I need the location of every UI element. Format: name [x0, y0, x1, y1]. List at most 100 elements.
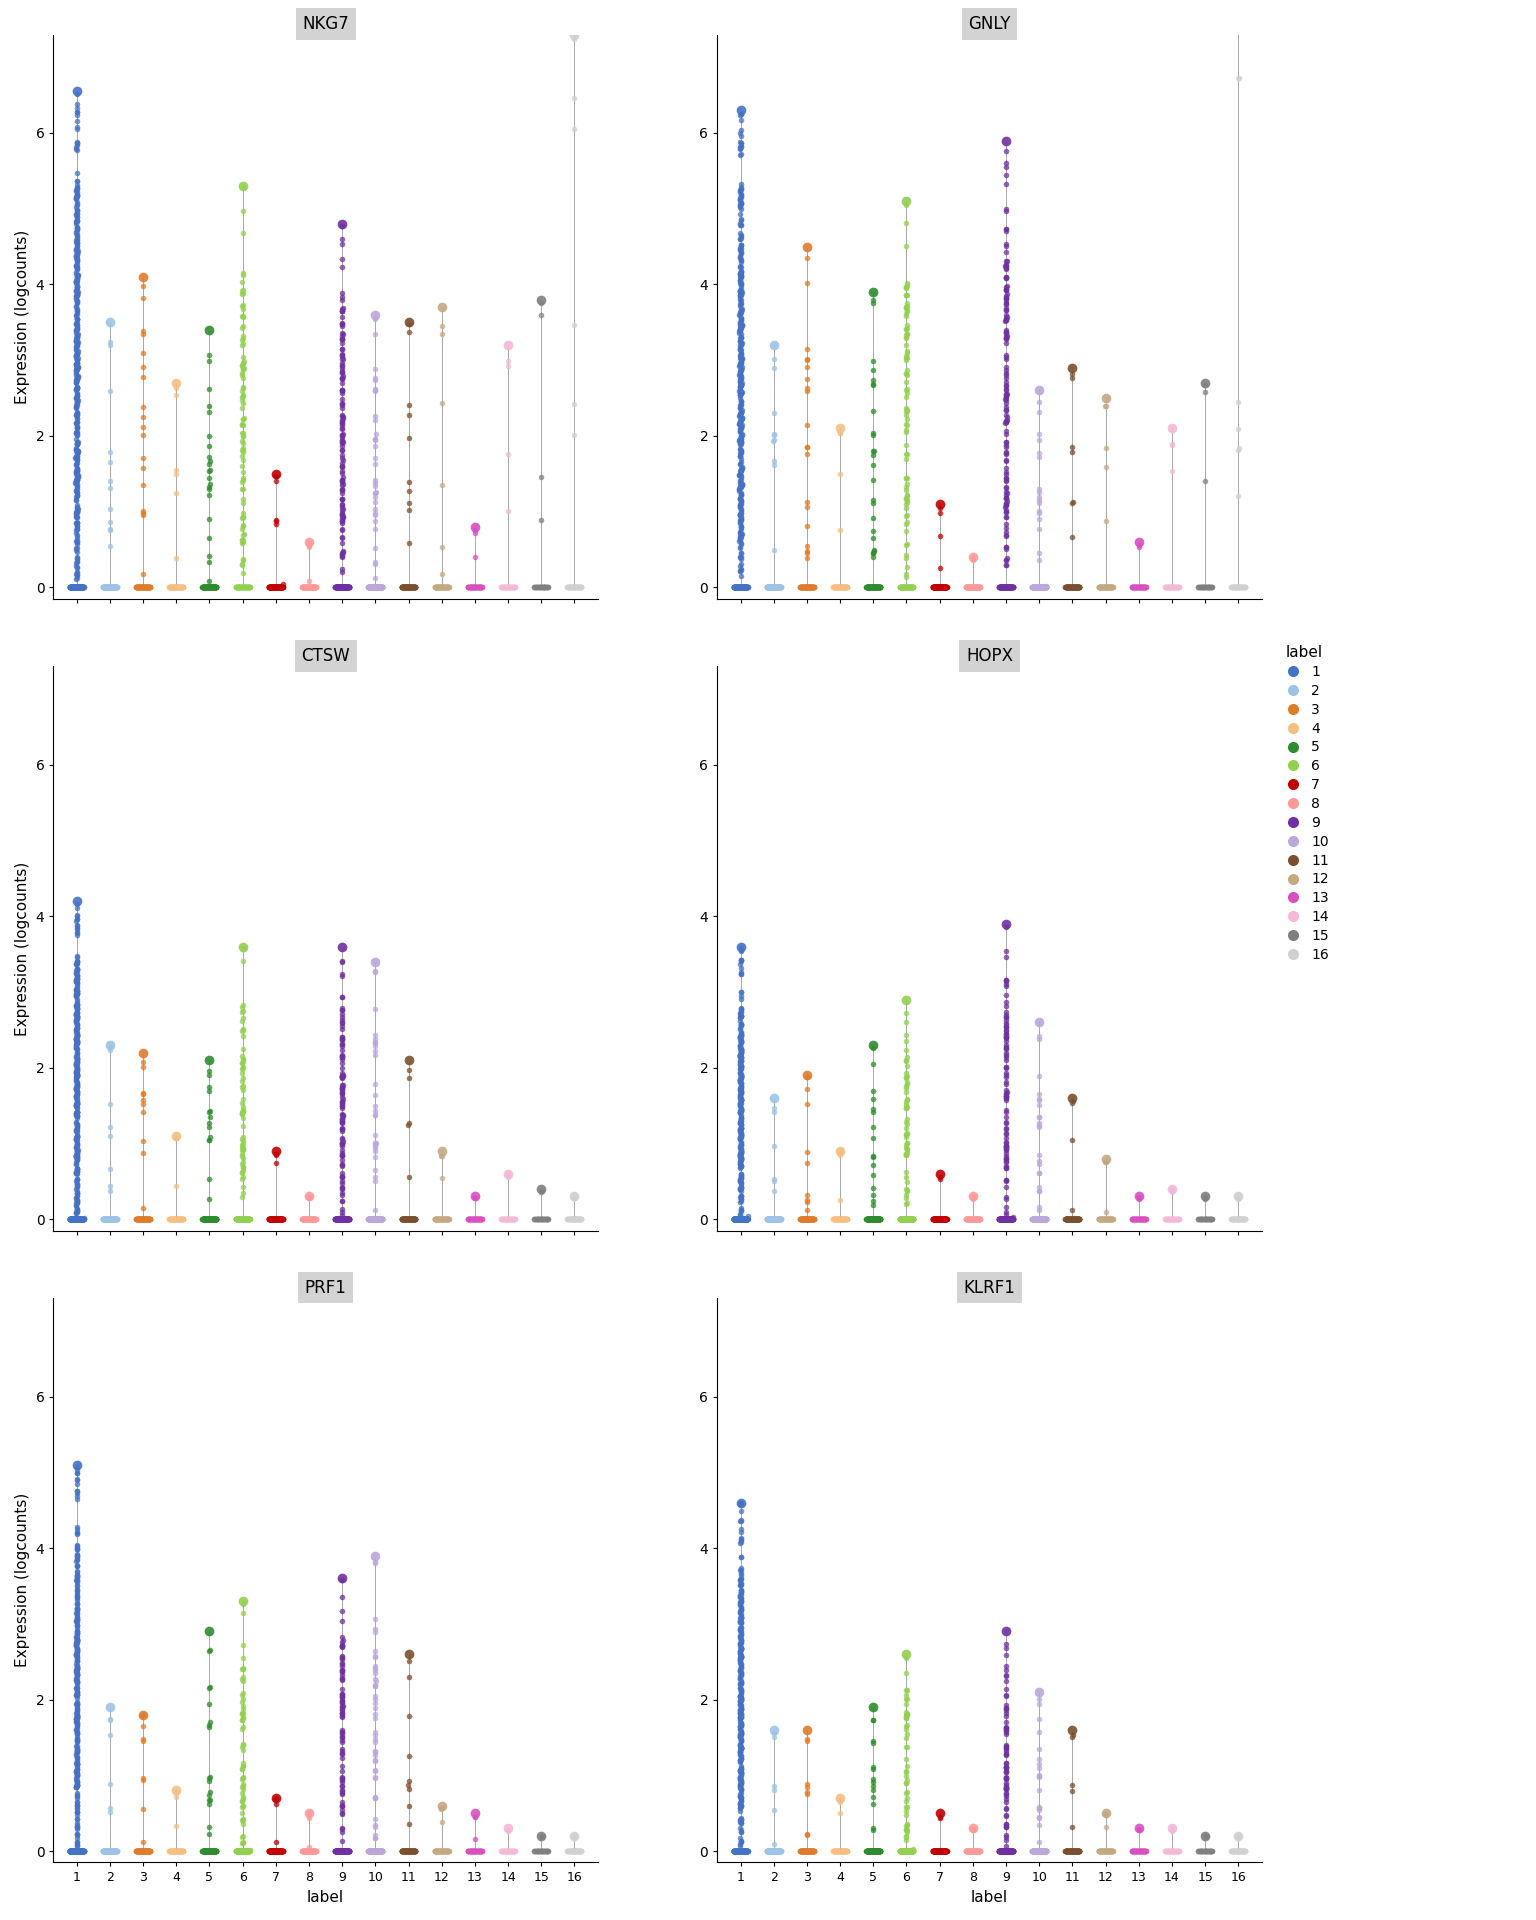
Point — [790, 1836, 814, 1866]
Point — [994, 509, 1018, 540]
Point — [923, 1204, 948, 1235]
Point — [734, 1204, 759, 1235]
Point — [230, 1653, 255, 1684]
Point — [1057, 1204, 1081, 1235]
Point — [496, 346, 521, 376]
Point — [994, 480, 1018, 511]
Point — [393, 572, 418, 603]
Point — [198, 1204, 223, 1235]
Point — [856, 1204, 880, 1235]
Point — [335, 572, 359, 603]
Point — [464, 1204, 488, 1235]
Point — [399, 572, 424, 603]
Point — [358, 572, 382, 603]
Point — [63, 572, 88, 603]
Point — [756, 1836, 780, 1866]
Point — [1094, 572, 1118, 603]
Point — [1089, 1836, 1114, 1866]
Point — [797, 572, 822, 603]
Point — [1064, 1204, 1089, 1235]
Point — [957, 1204, 982, 1235]
Point — [201, 1204, 226, 1235]
Point — [1031, 572, 1055, 603]
Point — [866, 572, 891, 603]
Point — [733, 1836, 757, 1866]
Point — [69, 1836, 94, 1866]
Point — [1190, 572, 1215, 603]
Point — [1034, 1836, 1058, 1866]
Point — [868, 1204, 892, 1235]
Point — [1094, 1204, 1118, 1235]
Point — [722, 1204, 746, 1235]
Point — [263, 1204, 287, 1235]
Point — [1058, 572, 1083, 603]
Point — [994, 323, 1018, 353]
Point — [66, 1836, 91, 1866]
Point — [330, 1204, 355, 1235]
Point — [728, 1726, 753, 1757]
Point — [762, 1836, 786, 1866]
Point — [900, 572, 925, 603]
Point — [730, 1732, 754, 1763]
Point — [292, 1836, 316, 1866]
Point — [862, 1075, 886, 1106]
Point — [727, 1836, 751, 1866]
Point — [300, 1204, 324, 1235]
Point — [997, 1836, 1021, 1866]
Point — [1034, 1836, 1058, 1866]
Point — [65, 459, 89, 490]
Point — [330, 1041, 355, 1071]
Point — [330, 515, 355, 545]
Point — [1164, 1836, 1189, 1866]
Point — [1028, 1204, 1052, 1235]
Point — [65, 998, 89, 1029]
Point — [169, 572, 194, 603]
Point — [58, 1836, 83, 1866]
Point — [496, 330, 521, 361]
Point — [962, 572, 986, 603]
Point — [992, 1836, 1017, 1866]
Point — [330, 1751, 355, 1782]
Point — [728, 490, 753, 520]
Point — [395, 1836, 419, 1866]
Point — [862, 486, 886, 516]
Point — [192, 1836, 217, 1866]
Point — [65, 1659, 89, 1690]
Point — [828, 1836, 852, 1866]
Point — [98, 572, 123, 603]
Point — [728, 1734, 753, 1764]
Point — [1028, 442, 1052, 472]
Point — [897, 1836, 922, 1866]
Point — [1097, 572, 1121, 603]
Point — [1026, 1204, 1051, 1235]
Point — [826, 1204, 851, 1235]
Point — [934, 572, 958, 603]
Point — [65, 1139, 89, 1169]
Point — [330, 492, 355, 522]
Point — [728, 1526, 753, 1557]
Point — [565, 1204, 590, 1235]
Point — [336, 1836, 361, 1866]
Point — [1055, 1204, 1080, 1235]
Point — [68, 1204, 92, 1235]
Point — [857, 1204, 882, 1235]
Point — [358, 1204, 382, 1235]
Point — [994, 1734, 1018, 1764]
Point — [362, 1204, 387, 1235]
Point — [266, 572, 290, 603]
Point — [768, 1836, 793, 1866]
Point — [991, 1836, 1015, 1866]
Point — [759, 1204, 783, 1235]
Point — [330, 1023, 355, 1054]
Point — [828, 1204, 852, 1235]
Point — [65, 1836, 89, 1866]
Point — [69, 572, 94, 603]
Point — [730, 127, 754, 157]
Point — [364, 1204, 389, 1235]
Point — [1132, 1836, 1157, 1866]
Point — [131, 1204, 155, 1235]
Point — [994, 516, 1018, 547]
Point — [330, 1836, 355, 1866]
Point — [728, 1667, 753, 1697]
Point — [994, 236, 1018, 267]
